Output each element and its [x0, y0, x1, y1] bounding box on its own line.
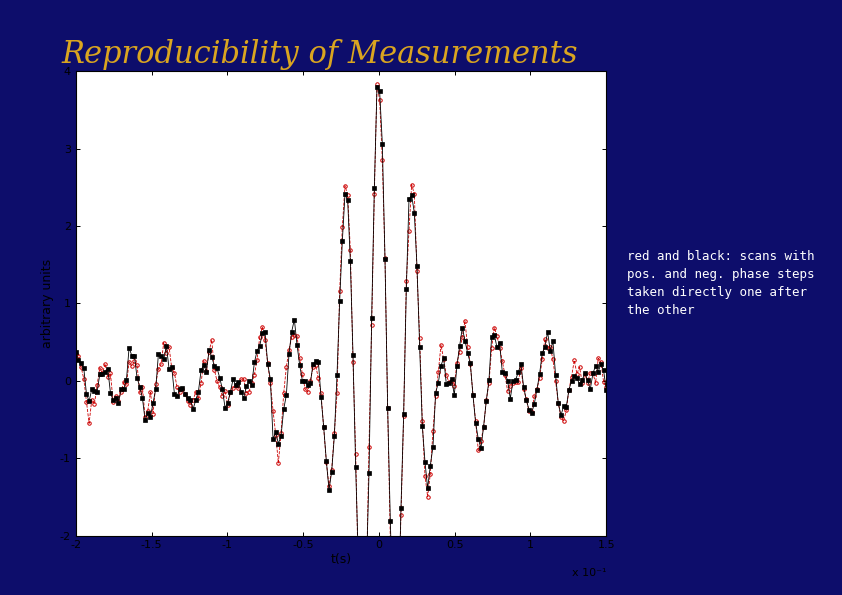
X-axis label: t(s): t(s) — [330, 553, 352, 566]
Text: Reproducibility of Measurements: Reproducibility of Measurements — [61, 39, 578, 70]
Text: red and black: scans with
pos. and neg. phase steps
taken directly one after
the: red and black: scans with pos. and neg. … — [627, 250, 815, 317]
Text: x 10⁻¹: x 10⁻¹ — [572, 568, 606, 578]
Y-axis label: arbitrary units: arbitrary units — [41, 259, 54, 348]
